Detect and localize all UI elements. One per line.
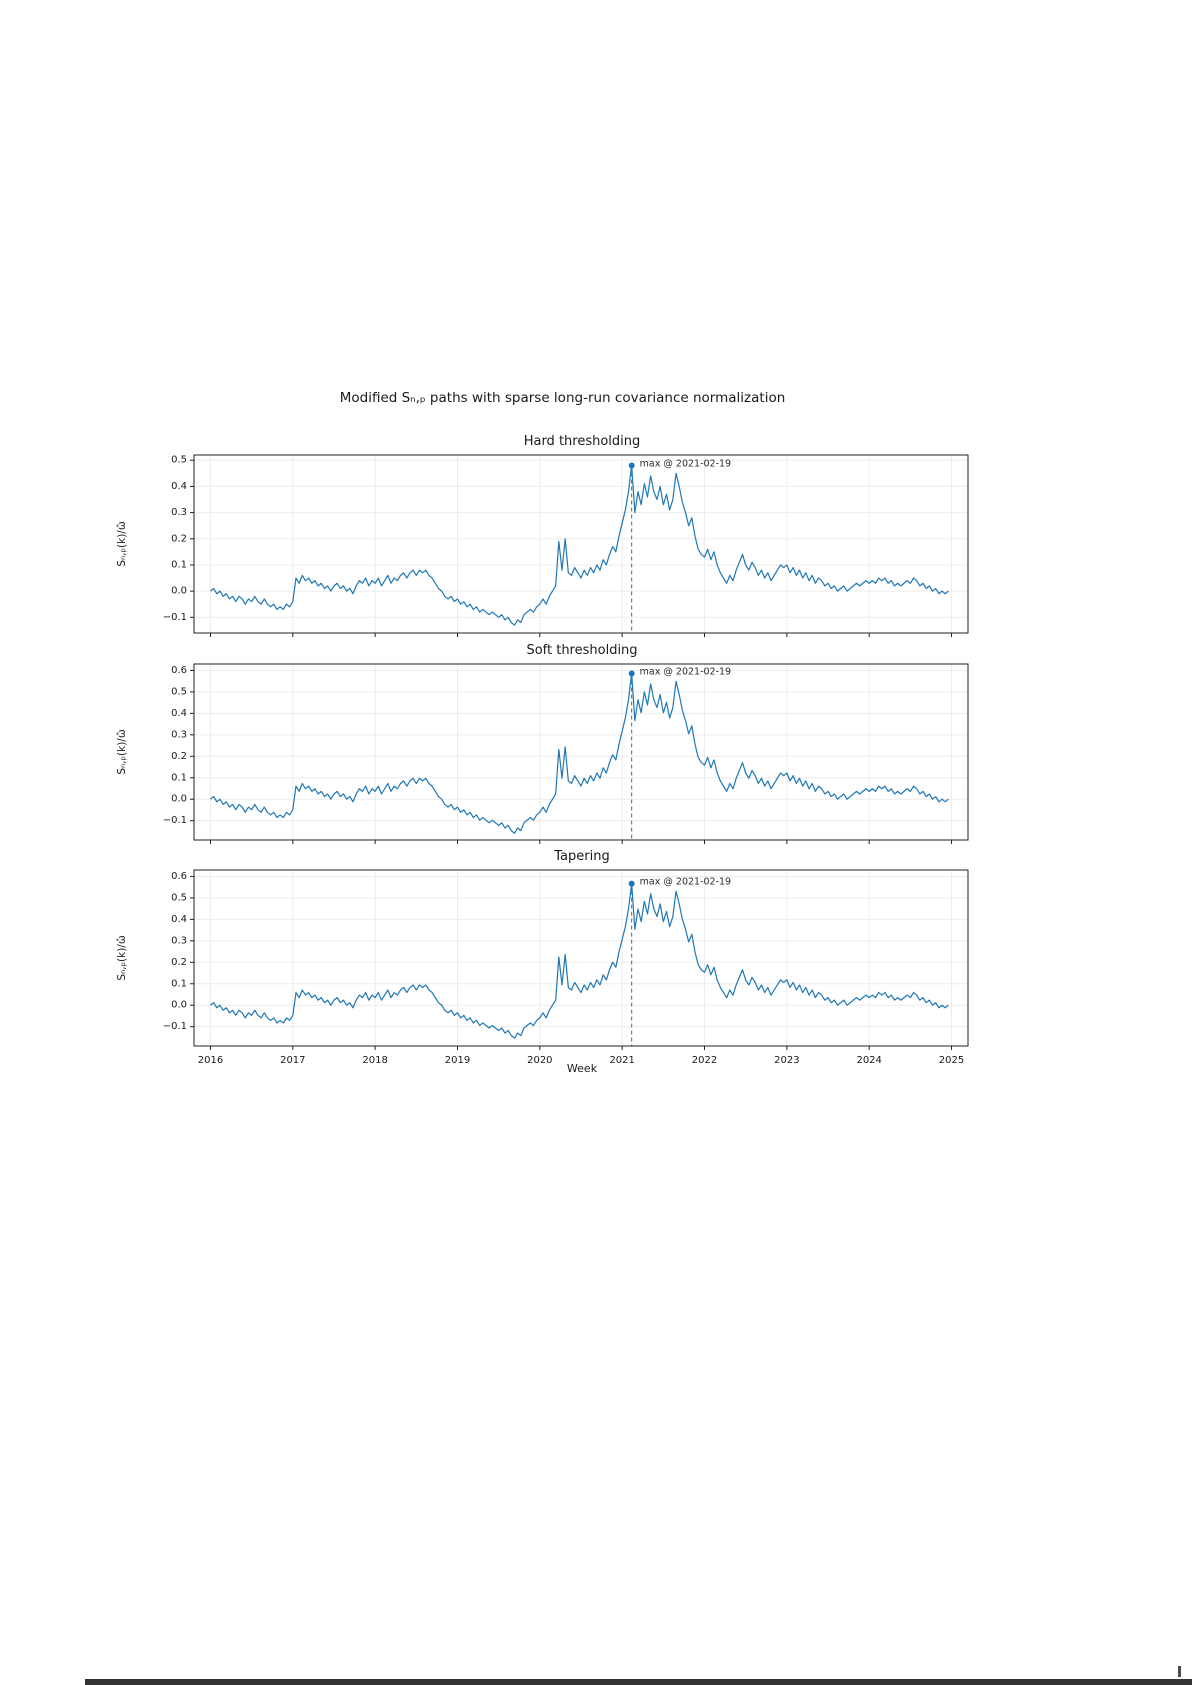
y-tick-label: 0.4 [171, 481, 187, 492]
panel-title-hard-thresholding: Hard thresholding [523, 434, 641, 449]
x-tick-label: 2025 [939, 1055, 964, 1066]
y-tick-label: 0.3 [171, 729, 187, 740]
series-line [210, 672, 949, 834]
max-marker [628, 670, 635, 677]
y-tick-label: 0.2 [171, 957, 187, 968]
panel-title-soft-thresholding: Soft thresholding [526, 643, 638, 658]
chart-soft-thresholding: max @ 2021-02-19 0.6 0.5 0.4 0.3 0.2 0.1 0.0 −0.… [150, 656, 980, 850]
y-tick-label: 0.5 [171, 892, 187, 903]
series-line [210, 883, 949, 1039]
max-annotation: max @ 2021-02-19 [640, 458, 731, 469]
y-tick-label: 0.0 [171, 586, 187, 597]
x-axis-label: Week [566, 1062, 598, 1075]
chart-canvas: max @ 2021-02-19 0.5 0.4 0.3 0.2 0.1 0.0 −0.1 [163, 454, 969, 637]
chart-tapering: max @ 2021-02-19 0.6 0.5 0.4 0.3 0.2 0.1 0.0 −0.… [150, 862, 980, 1082]
y-tick-label: 0.4 [171, 914, 187, 925]
max-marker [628, 462, 635, 469]
y-tick-label: 0.2 [171, 751, 187, 762]
chart-canvas: max @ 2021-02-19 0.6 0.5 0.4 0.3 0.2 0.1 0.0 −0.… [163, 663, 969, 844]
series-line [210, 464, 949, 626]
y-tick-label: 0.6 [171, 665, 187, 676]
y-tick-label: 0.3 [171, 935, 187, 946]
y-tick-label: 0.0 [171, 794, 187, 805]
x-tick-label: 2021 [609, 1055, 634, 1066]
bottom-bar [85, 1679, 1192, 1685]
axes-box [193, 663, 969, 841]
max-annotation: max @ 2021-02-19 [640, 667, 731, 678]
figure-suptitle: Modified Sₙ,ₚ paths with sparse long-run… [339, 390, 786, 406]
max-marker [628, 880, 635, 887]
y-tick-label: 0.2 [171, 533, 187, 544]
y-tick-label: 0.6 [171, 871, 187, 882]
y-tick-label: −0.1 [163, 1021, 187, 1032]
y-axis-label-soft: Sₙ,ₚ(k)/ω̂ [116, 729, 128, 775]
y-tick-label: −0.1 [163, 815, 187, 826]
y-tick-label: 0.0 [171, 1000, 187, 1011]
y-tick-label: 0.1 [171, 772, 187, 783]
x-tick-label: 2020 [527, 1055, 552, 1066]
y-axis-label-tapering: Sₙ,ₚ(k)/ω̂ [116, 935, 128, 981]
x-tick-label: 2016 [198, 1055, 223, 1066]
figure: Modified Sₙ,ₚ paths with sparse long-run… [116, 380, 985, 1082]
y-tick-label: −0.1 [163, 612, 187, 623]
axes-box [193, 869, 969, 1047]
y-tick-label: 0.1 [171, 978, 187, 989]
y-tick-label: 0.4 [171, 708, 187, 719]
x-tick-label: 2022 [692, 1055, 717, 1066]
y-tick-label: 0.1 [171, 559, 187, 570]
chart-hard-thresholding: max @ 2021-02-19 0.5 0.4 0.3 0.2 0.1 0.0 −0.1 [150, 447, 980, 643]
caret-artifact [1178, 1666, 1181, 1677]
x-tick-label: 2023 [774, 1055, 799, 1066]
axes-box [193, 454, 969, 634]
x-tick-label: 2017 [280, 1055, 305, 1066]
y-tick-label: 0.5 [171, 455, 187, 466]
max-annotation: max @ 2021-02-19 [640, 877, 731, 888]
y-tick-label: 0.3 [171, 507, 187, 518]
x-tick-label: 2018 [362, 1055, 387, 1066]
chart-canvas: max @ 2021-02-19 0.6 0.5 0.4 0.3 0.2 0.1 0.0 −0.… [163, 869, 969, 1066]
y-tick-label: 0.5 [171, 686, 187, 697]
x-tick-label: 2019 [445, 1055, 470, 1066]
x-tick-label: 2024 [856, 1055, 881, 1066]
y-axis-label-hard: Sₙ,ₚ(k)/ω̂ [116, 521, 128, 567]
panel-title-tapering: Tapering [554, 849, 610, 864]
